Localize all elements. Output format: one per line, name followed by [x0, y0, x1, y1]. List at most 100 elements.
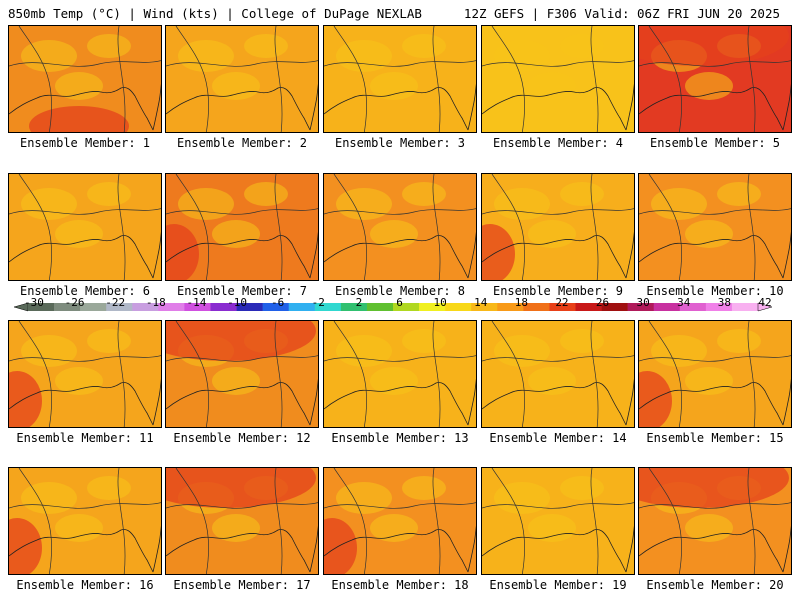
warm-patch [370, 220, 418, 248]
height-contour [117, 321, 126, 427]
coastline [324, 378, 476, 426]
ensemble-panel [165, 173, 319, 281]
warm-patch [212, 367, 260, 395]
coastline [482, 525, 634, 573]
colorbar-segment [54, 303, 81, 311]
header-right: 12Z GEFS | F306 Valid: 06Z FRI JUN 20 20… [463, 6, 780, 21]
ensemble-panel [323, 173, 477, 281]
ensemble-panel [481, 25, 635, 133]
height-contour [747, 321, 756, 427]
warm-patch [336, 335, 392, 367]
height-contour [166, 502, 318, 509]
colorbar-segment [158, 303, 185, 311]
hot-region [166, 468, 316, 508]
ensemble-member-label: Ensemble Member: 10 [646, 284, 784, 298]
warm-patch [370, 367, 418, 395]
ensemble-panel [481, 173, 635, 281]
ensemble-member-label: Ensemble Member: 5 [649, 136, 781, 150]
ensemble-member-label: Ensemble Member: 3 [334, 136, 466, 150]
colorbar-segment [445, 303, 472, 311]
height-contour [18, 26, 52, 132]
warm-patch [87, 182, 131, 206]
colorbar-tick-label: 2 [355, 296, 363, 309]
colorbar-segment [236, 303, 263, 311]
height-contour [175, 26, 209, 132]
coastline [482, 378, 634, 426]
colorbar-segment [393, 303, 420, 311]
ensemble-member-label: Ensemble Member: 8 [334, 284, 466, 298]
warm-patch [55, 514, 103, 542]
colorbar-segment [575, 303, 602, 311]
warm-patch [178, 40, 234, 72]
colorbar-segment [419, 303, 446, 311]
temperature-map [9, 321, 161, 427]
ensemble-panel [8, 173, 162, 281]
height-contour [482, 208, 634, 215]
height-contour [166, 355, 318, 362]
ensemble-member-label: Ensemble Member: 20 [646, 578, 784, 592]
height-contour [274, 321, 283, 427]
coastline [166, 378, 318, 426]
ensemble-member-label: Ensemble Member: 16 [16, 578, 154, 592]
coastline [639, 525, 791, 573]
warm-patch [87, 476, 131, 500]
ensemble-member-label: Ensemble Member: 19 [489, 578, 627, 592]
colorbar-tick-label: -10 [227, 296, 247, 309]
colorbar-segment [705, 303, 733, 311]
coastline [324, 231, 476, 279]
colorbar-segment [601, 303, 628, 311]
warm-patch [685, 220, 733, 248]
ensemble-panel [638, 173, 792, 281]
coastline [324, 83, 476, 131]
height-contour [175, 468, 209, 574]
warm-patch [336, 188, 392, 220]
ensemble-member-label: Ensemble Member: 15 [646, 431, 784, 445]
warm-patch [370, 514, 418, 542]
coastline [324, 525, 476, 573]
height-contour [590, 174, 599, 280]
ensemble-panel [481, 467, 635, 575]
temperature-map [324, 321, 476, 427]
height-contour [639, 60, 791, 67]
temperature-map [166, 174, 318, 280]
height-contour [639, 355, 791, 362]
warm-patch [560, 34, 604, 58]
colorbar-segment [523, 303, 550, 311]
temperature-map [482, 174, 634, 280]
colorbar-segment [627, 303, 655, 311]
warm-patch [528, 72, 576, 100]
height-contour [18, 174, 52, 280]
colorbar-segment [262, 303, 290, 311]
height-contour [590, 321, 599, 427]
ensemble-panel [638, 320, 792, 428]
height-contour [9, 60, 161, 67]
height-contour [590, 26, 599, 132]
ensemble-panel [8, 25, 162, 133]
coastline [166, 83, 318, 131]
colorbar-segment [497, 303, 524, 311]
coastline [9, 83, 161, 131]
height-contour [333, 468, 367, 574]
height-contour [274, 174, 283, 280]
warm-patch [717, 329, 761, 353]
warm-patch [528, 220, 576, 248]
warm-patch [178, 188, 234, 220]
temperature-map [482, 26, 634, 132]
ensemble-member-label: Ensemble Member: 17 [173, 578, 311, 592]
colorbar-segment [80, 303, 107, 311]
header-left: 850mb Temp (°C) | Wind (kts) | College o… [8, 6, 422, 21]
warm-patch [685, 367, 733, 395]
coastline [9, 231, 161, 279]
warm-patch [87, 329, 131, 353]
height-contour [333, 321, 367, 427]
warm-patch [402, 34, 446, 58]
warm-patch [651, 188, 707, 220]
colorbar-high-arrow [757, 302, 773, 312]
temperature-map [324, 174, 476, 280]
height-contour [117, 26, 126, 132]
warm-patch [402, 182, 446, 206]
warm-patch [21, 482, 77, 514]
height-contour [9, 355, 161, 362]
height-contour [432, 26, 441, 132]
height-contour [324, 502, 476, 509]
